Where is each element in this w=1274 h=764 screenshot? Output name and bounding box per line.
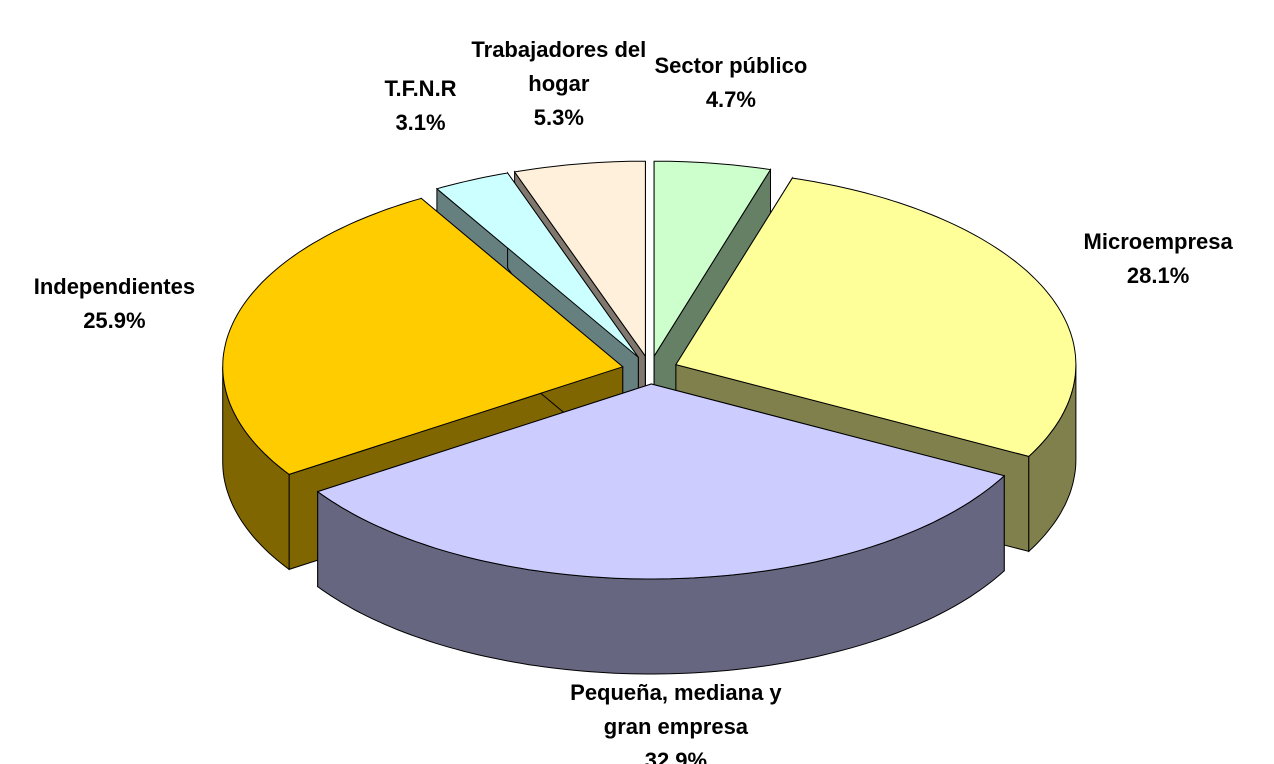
slice-top: [222, 197, 624, 475]
slice-value: 4.7%: [705, 87, 756, 113]
slice-value: 32.9%: [644, 748, 708, 764]
slice-label: Microempresa 28.1%: [1084, 225, 1233, 293]
slice-name: Independientes: [33, 274, 196, 300]
slice-name: Microempresa: [1083, 229, 1233, 255]
slice-value: 5.3%: [533, 105, 584, 130]
slice-top: [513, 160, 646, 358]
slice-top: [316, 383, 1006, 580]
slice-top: [435, 172, 639, 358]
slice-top: [675, 177, 1077, 457]
slice-name: T.F.N.R: [384, 76, 457, 102]
slice-label: Trabajadores del hogar 5.3%: [439, 33, 679, 135]
slice-name: Trabajadores del hogar: [471, 37, 647, 96]
slice-top: [653, 160, 772, 358]
slice-value: 3.1%: [395, 110, 446, 136]
slice-label: Pequeña, mediana y gran empresa 32.9%: [556, 676, 796, 764]
slice-label: T.F.N.R 3.1%: [384, 72, 456, 140]
slice-value: 28.1%: [1126, 263, 1190, 289]
slice-label: Sector público 4.7%: [655, 49, 808, 117]
slice-name: Pequeña, mediana y gran empresa: [570, 680, 782, 740]
slice-value: 25.9%: [83, 308, 146, 334]
slice-name: Sector público: [654, 53, 808, 79]
slice: [316, 383, 1006, 675]
slice-label: Independientes 25.9%: [34, 270, 195, 338]
